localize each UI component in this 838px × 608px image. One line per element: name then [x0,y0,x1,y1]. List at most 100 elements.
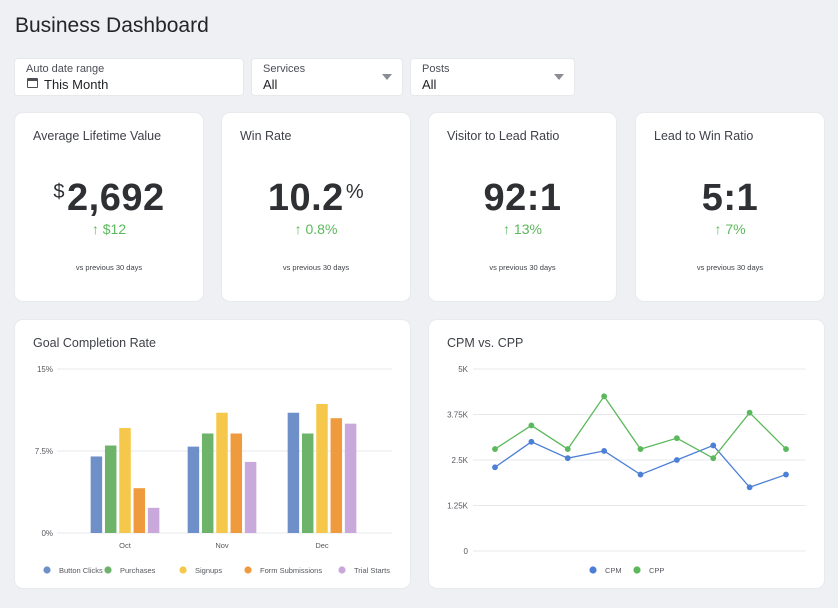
point-cpp [746,409,753,416]
legend-marker [633,566,641,574]
services-label: Services [263,63,306,75]
y-tick-label: 3.75K [447,411,469,420]
kpi-compare: vs previous 30 days [489,263,556,272]
cpm-cpp-chart: 5K 3.75K 2.5K 1.25K 0 CPM CPP [447,365,806,575]
kpi-title: Visitor to Lead Ratio [447,129,560,143]
bar-signups [316,403,328,533]
chevron-down-icon [382,74,392,80]
calendar-icon [27,78,38,88]
legend-label: Signups [195,566,222,575]
legend-label: CPP [649,566,664,575]
legend-label: CPM [605,566,622,575]
kpi-card-visitor-lead: Visitor to Lead Ratio 92:1 ↑ 13% vs prev… [429,113,616,301]
y-tick-label: 2.5K [452,456,469,465]
kpi-card-win-rate: Win Rate 10.2% ↑ 0.8% vs previous 30 day… [222,113,410,301]
point-cpp [637,446,644,452]
point-cpm [492,464,498,471]
point-cpp [710,455,717,462]
kpi-value: 5:1 [636,177,824,220]
posts-filter[interactable]: Posts All [411,59,574,95]
bar-purchases [201,433,214,533]
point-cpm [528,438,535,445]
kpi-card-lifetime-value: Average Lifetime Value $2,692 ↑ $12 vs p… [15,113,203,301]
point-cpm [601,448,608,454]
point-cpm [710,442,717,449]
y-tick-label: 1.25K [447,502,469,511]
page-title: Business Dashboard [15,14,209,37]
date-range-value: This Month [44,77,109,92]
kpi-number: 10.2 [267,177,344,219]
bar-button-clicks [90,456,103,533]
legend-marker [338,566,346,574]
kpi-compare: vs previous 30 days [696,263,764,272]
bar-form-submissions [330,418,343,533]
bar-signups [119,428,131,533]
kpi-title: Win Rate [240,129,292,143]
bar-form-submissions [133,488,146,533]
x-tick-label: Nov [215,541,229,550]
legend-marker [179,566,187,574]
point-cpp [673,435,680,442]
kpi-change: ↑ 7% [714,221,746,237]
point-cpm [783,471,789,478]
point-cpp [564,446,571,452]
goal-completion-card: Goal Completion Rate 15% 7.5% 0% Oct Nov Dec B… [15,320,410,588]
kpi-prefix: $ [53,181,66,203]
y-tick-label: 7.5% [35,447,53,456]
date-range-label: Auto date range [26,63,105,75]
y-tick-label: 15% [37,365,53,374]
chart-title: CPM vs. CPP [447,336,524,350]
kpi-number: 2,692 [67,177,165,219]
legend-marker [104,566,112,574]
bar-purchases [104,445,117,533]
kpi-card-lead-win: Lead to Win Ratio 5:1 ↑ 7% vs previous 3… [636,113,824,301]
services-filter[interactable]: Services All [252,59,402,95]
legend-marker [244,566,252,574]
point-cpp [528,422,535,429]
point-cpm [673,457,680,463]
kpi-value: 92:1 [429,177,616,220]
x-tick-label: Dec [315,541,329,550]
services-value: All [263,77,278,92]
legend-label: Trial Starts [354,566,390,575]
kpi-value: $2,692 [15,177,203,220]
kpi-number: 92:1 [483,177,562,219]
point-cpp [783,446,789,452]
kpi-title: Lead to Win Ratio [654,129,754,143]
kpi-compare: vs previous 30 days [282,263,350,272]
y-tick-label: 0% [41,529,53,538]
legend-label: Purchases [120,566,156,575]
y-tick-label: 0 [464,547,469,556]
bar-form-submissions [230,433,243,533]
legend-label: Button Clicks [59,566,103,575]
date-range-filter[interactable]: Auto date range This Month [15,59,243,95]
chart-title: Goal Completion Rate [33,336,156,350]
kpi-compare: vs previous 30 days [75,263,143,272]
x-tick-label: Oct [119,541,132,550]
legend-marker [589,566,597,574]
bar-signups [216,412,228,533]
legend-label: Form Submissions [260,566,322,575]
bar-purchases [301,433,314,533]
kpi-change: ↑ 0.8% [294,221,338,237]
kpi-title: Average Lifetime Value [33,129,162,143]
posts-value: All [422,77,437,92]
bar-trial-starts [244,461,257,533]
point-cpm [637,471,644,478]
bar-button-clicks [187,446,200,533]
kpi-suffix: % [345,181,365,203]
kpi-value: 10.2% [222,177,410,220]
bar-button-clicks [287,412,300,533]
point-cpm [746,484,753,491]
point-cpp [601,393,608,400]
kpi-change: ↑ 13% [503,221,542,237]
y-tick-label: 5K [458,365,468,374]
kpi-number: 5:1 [701,177,759,219]
point-cpp [492,446,498,452]
point-cpm [564,455,571,462]
bar-trial-starts [147,507,160,533]
bar-trial-starts [344,423,357,533]
chevron-down-icon [554,74,564,80]
posts-label: Posts [422,63,450,75]
cpm-cpp-card: CPM vs. CPP 5K 3.75K 2.5K 1.25K 0 CPM CPP [429,320,824,588]
